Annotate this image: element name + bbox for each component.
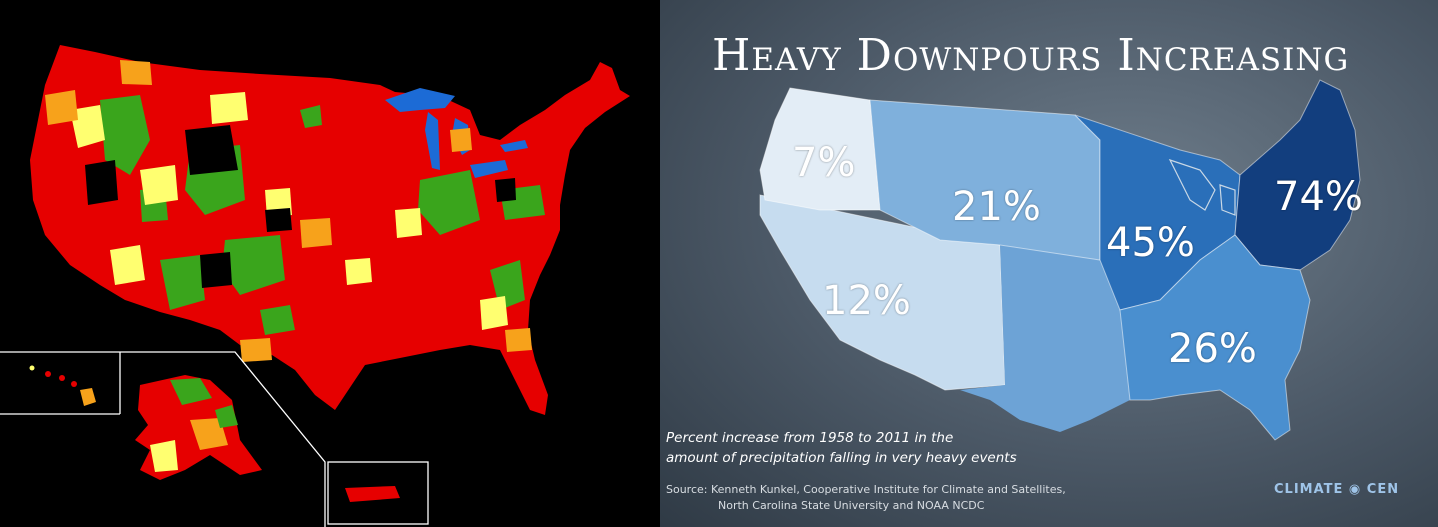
region-label-midwest: 45% (1106, 220, 1195, 266)
puerto-rico-inset (345, 486, 400, 502)
region-southwest (759, 194, 1006, 391)
region-great-plains-south (960, 245, 1130, 432)
hawaii-inset (29, 365, 96, 406)
region-southeast (1119, 234, 1311, 441)
map-caption: Percent increase from 1958 to 2011 in th… (666, 428, 1017, 468)
county-cluster-green (100, 95, 545, 335)
region-label-southwest: 12% (822, 278, 911, 324)
regional-map (759, 79, 1361, 441)
source-note: Source: Kenneth Kunkel, Cooperative Inst… (666, 482, 1066, 514)
region-label-great-plains-north: 21% (952, 184, 1041, 230)
county-choropleth-map (0, 45, 630, 527)
map-title: Heavy Downpours Increasing (712, 30, 1350, 81)
county-cluster-yellow (70, 92, 508, 330)
county-map-panel (0, 0, 660, 527)
inset-frames (0, 351, 429, 527)
source-line-1: Source: Kenneth Kunkel, Cooperative Inst… (666, 483, 1066, 496)
downpour-map-panel: Heavy Downpours Increasing 7% 21% 12% 45… (660, 0, 1438, 527)
county-cluster-orange (45, 60, 532, 362)
great-lakes-outline (1168, 158, 1236, 216)
caption-line-1: Percent increase from 1958 to 2011 in th… (666, 430, 954, 446)
source-line-2: North Carolina State University and NOAA… (718, 499, 985, 512)
county-cluster-no-data (85, 125, 516, 288)
region-label-southeast: 26% (1168, 326, 1257, 372)
region-label-northwest: 7% (792, 140, 856, 186)
alaska-inset (135, 375, 262, 480)
region-label-northeast: 74% (1274, 174, 1363, 220)
climate-central-logo: CLIMATE ◉ CEN (1274, 482, 1400, 497)
caption-line-2: amount of precipitation falling in very … (666, 450, 1017, 466)
